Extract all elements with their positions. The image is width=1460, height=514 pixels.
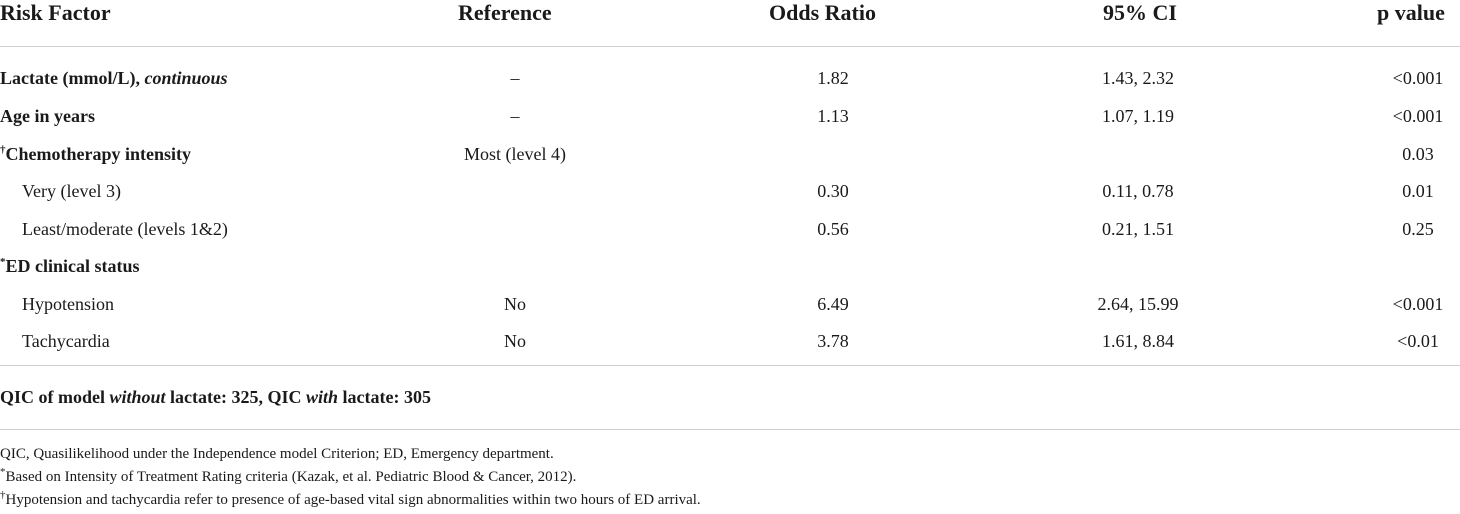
table-divider [0,365,1460,366]
row-odds-ratio: 6.49 [817,294,849,314]
row-p-value: 0.25 [1402,219,1434,239]
row-reference: No [504,294,526,314]
row-p-value: <0.001 [1392,106,1444,126]
row-p-value: <0.001 [1392,68,1444,88]
footnote: †Hypotension and tachycardia refer to pr… [0,489,701,509]
header-p-value: p value [1377,0,1445,25]
row-odds-ratio: 0.56 [817,219,849,239]
row-ci: 0.11, 0.78 [1102,181,1174,201]
asterisk-mark: * [0,256,6,268]
row-label: Lactate (mmol/L), continuous [0,68,228,88]
row-p-value: <0.01 [1397,331,1439,351]
table-row: Least/moderate (levels 1&2) 0.56 0.21, 1… [0,217,1460,254]
header-odds-ratio: Odds Ratio [769,0,876,25]
row-ci: 1.07, 1.19 [1102,106,1174,126]
row-label: Very (level 3) [22,181,121,201]
row-label: *ED clinical status [0,256,140,276]
row-odds-ratio: 1.82 [817,68,849,88]
table-row: Hypotension No 6.49 2.64, 15.99 <0.001 [0,292,1460,329]
row-ci: 0.21, 1.51 [1102,219,1174,239]
row-p-value: <0.001 [1392,294,1444,314]
qic-summary: QIC of model without lactate: 325, QIC w… [0,387,431,407]
table-row: Very (level 3) 0.30 0.11, 0.78 0.01 [0,179,1460,216]
row-reference: No [504,331,526,351]
row-label: Hypotension [22,294,114,314]
row-ci: 2.64, 15.99 [1097,294,1179,314]
table-row: *ED clinical status [0,254,1460,291]
row-ci: 1.43, 2.32 [1102,68,1174,88]
row-ci: 1.61, 8.84 [1102,331,1174,351]
table-row: Age in years – 1.13 1.07, 1.19 <0.001 [0,104,1460,141]
dagger-mark: † [0,144,6,156]
header-risk-factor: Risk Factor [0,0,111,25]
row-label: Tachycardia [22,331,110,351]
row-odds-ratio: 1.13 [817,106,849,126]
row-label: Least/moderate (levels 1&2) [22,219,228,239]
row-label: †Chemotherapy intensity [0,144,191,164]
table-row: †Chemotherapy intensity Most (level 4) 0… [0,142,1460,179]
table-header: Risk Factor Reference Odds Ratio 95% CI … [0,0,1460,47]
header-ci: 95% CI [1103,0,1177,25]
row-p-value: 0.01 [1402,181,1434,201]
table-row: Lactate (mmol/L), continuous – 1.82 1.43… [0,66,1460,103]
row-reference: – [510,68,520,88]
row-odds-ratio: 3.78 [817,331,849,351]
row-odds-ratio: 0.30 [817,181,849,201]
table-row: Tachycardia No 3.78 1.61, 8.84 <0.01 [0,329,1460,366]
header-reference: Reference [458,0,552,25]
footnote-divider [0,429,1460,430]
row-p-value: 0.03 [1402,144,1434,164]
footnote: QIC, Quasilikelihood under the Independe… [0,446,554,462]
row-reference: – [510,106,520,126]
row-reference: Most (level 4) [464,144,566,164]
row-label: Age in years [0,106,95,126]
footnote: *Based on Intensity of Treatment Rating … [0,466,577,486]
